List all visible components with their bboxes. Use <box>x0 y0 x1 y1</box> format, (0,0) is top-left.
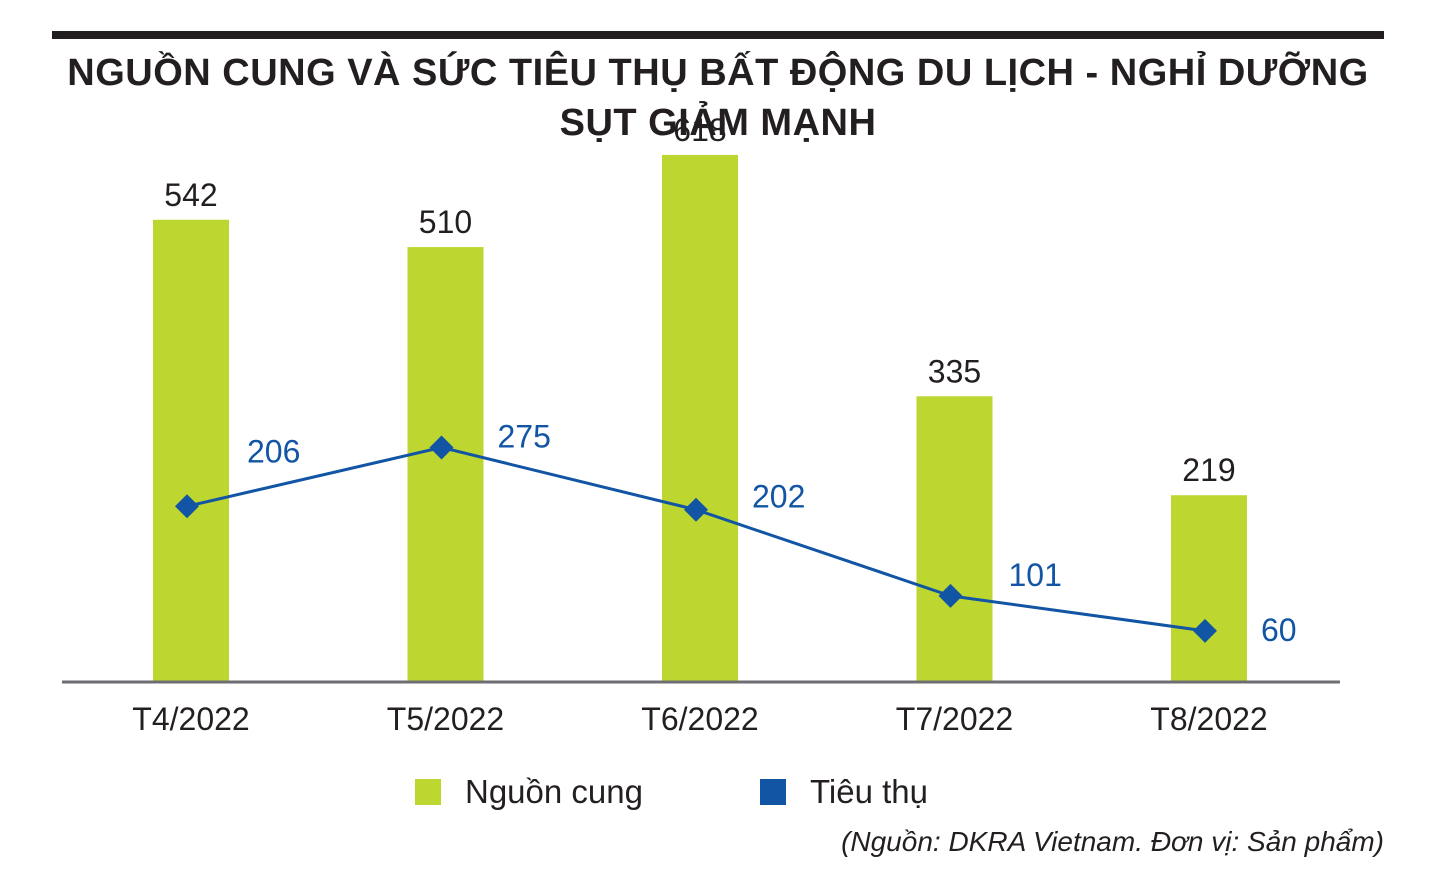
chart-title-line-1: NGUỒN CUNG VÀ SỨC TIÊU THỤ BẤT ĐỘNG DU L… <box>67 52 1369 94</box>
x-tick-label-1: T4/2022 <box>132 701 249 737</box>
chart-title: NGUỒN CUNG VÀ SỨC TIÊU THỤ BẤT ĐỘNG DU L… <box>40 48 1396 148</box>
chart-title-line-2: SỤT GIẢM MẠNH <box>559 102 877 144</box>
line-value-label-5: 60 <box>1261 612 1297 648</box>
point-tieu-thu-1 <box>175 494 199 519</box>
line-value-label-1: 206 <box>247 433 300 469</box>
bar-value-label-3: 618 <box>673 112 726 148</box>
legend-swatch-nguon-cung <box>415 779 441 805</box>
legend-item-tieu-thu: Tiêu thụ <box>760 770 928 814</box>
bar-value-label-5: 219 <box>1182 452 1235 488</box>
chart-area: 542 510 618 335 219 206 275 202 101 60 T4/2022 T5/2… <box>62 112 1340 737</box>
bar-nguon-cung-2 <box>407 247 484 683</box>
legend-label-nguon-cung: Nguồn cung <box>465 773 643 810</box>
line-value-label-3: 202 <box>752 479 805 515</box>
legend-label-tieu-thu: Tiêu thụ <box>810 773 929 810</box>
legend-swatch-tieu-thu <box>760 779 786 805</box>
legend: Nguồn cung Tiêu thụ <box>0 770 1436 814</box>
source-note: (Nguồn: DKRA Vietnam. Đơn vị: Sản phẩm) <box>841 826 1384 857</box>
bar-nguon-cung-1 <box>153 219 229 682</box>
bars-layer <box>153 154 1247 683</box>
line-value-label-4: 101 <box>1009 557 1062 593</box>
top-rule <box>52 31 1384 39</box>
line-value-label-2: 275 <box>498 418 551 454</box>
point-tieu-thu-3 <box>684 497 708 522</box>
bar-nguon-cung-5 <box>1171 495 1247 682</box>
x-tick-label-5: T8/2022 <box>1150 701 1267 737</box>
x-tick-label-4: T7/2022 <box>896 701 1013 737</box>
point-tieu-thu-5 <box>1193 618 1217 643</box>
legend-item-nguon-cung: Nguồn cung <box>415 770 643 814</box>
point-tieu-thu-4 <box>938 583 963 608</box>
bar-nguon-cung-4 <box>916 396 993 682</box>
bar-nguon-cung-3 <box>662 154 738 683</box>
bar-value-label-4: 335 <box>928 353 981 389</box>
bar-value-label-2: 510 <box>419 204 472 240</box>
line-layer <box>175 435 1217 643</box>
labels-layer: 542 510 618 335 219 206 275 202 101 60 T4/2022 T5/2… <box>132 112 1296 737</box>
x-tick-label-2: T5/2022 <box>387 701 504 737</box>
bar-value-label-1: 542 <box>164 177 217 213</box>
x-tick-label-3: T6/2022 <box>641 701 758 737</box>
point-tieu-thu-2 <box>429 435 454 460</box>
